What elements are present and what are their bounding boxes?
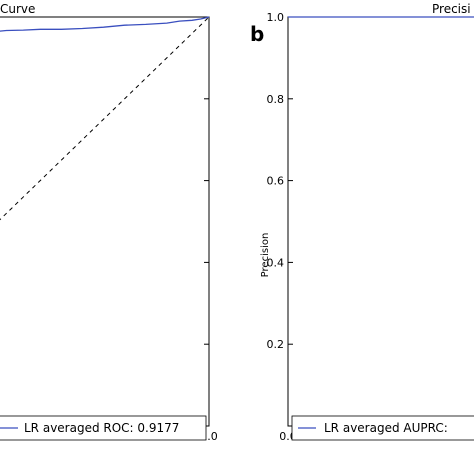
pr-legend: LR averaged AUPRC: — [291, 415, 474, 441]
roc-curve-0 — [0, 16, 210, 32]
pr-y-tick-label: 0.4 — [267, 256, 285, 269]
pr-y-axis-label: Precision — [260, 233, 271, 278]
roc-legend-label: LR averaged ROC: 0.9177 — [24, 421, 179, 435]
pr-y-tick-label: 0.2 — [267, 338, 285, 351]
roc-series — [0, 16, 210, 221]
pr-y-tick-label: 0.6 — [267, 175, 285, 188]
roc-legend-box — [0, 415, 207, 441]
roc-x-ticks: 0.81.0 — [116, 98, 218, 443]
roc-plot-frame — [0, 16, 210, 427]
panel-label-b: b — [250, 22, 264, 46]
pr-title: Precisi — [432, 2, 471, 16]
pr-y-tick-label: 0.8 — [267, 93, 285, 106]
roc-chance-line — [0, 16, 210, 221]
roc-legend: LR averaged ROC: 0.9177 — [0, 415, 207, 441]
roc-panel: Curve itive Rate 0.81.0 LR averaged ROC:… — [0, 2, 218, 443]
pr-panel: b Precisi Precision 0.20.40.60.81.0 0.00… — [250, 2, 474, 443]
pr-plot-frame — [287, 16, 474, 427]
pr-y-tick-label: 1.0 — [267, 11, 285, 24]
pr-legend-box — [291, 415, 474, 441]
pr-legend-label: LR averaged AUPRC: — [324, 421, 448, 435]
roc-title: Curve — [0, 2, 35, 16]
pr-y-ticks: 0.2 0.4 0.6 0.8 1.0 — [267, 11, 293, 351]
